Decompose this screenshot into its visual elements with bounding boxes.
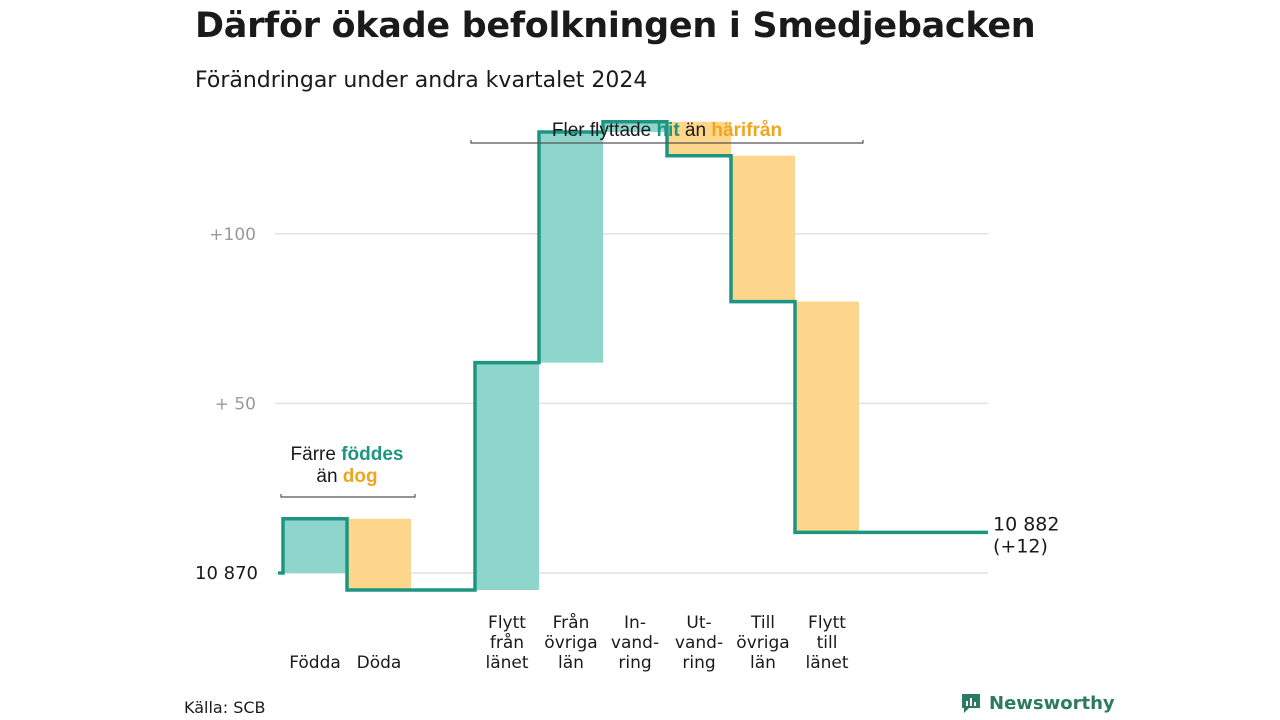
category-label-invandring: ring bbox=[618, 653, 651, 673]
step-line bbox=[278, 120, 988, 592]
annotation-highlight: härifrån bbox=[711, 120, 782, 141]
bar-fran-ovriga-lan bbox=[539, 131, 603, 363]
annotation-bracket bbox=[280, 494, 416, 498]
category-label-till-ovriga-lan: Till bbox=[750, 613, 775, 633]
end-value-label: 10 882 bbox=[993, 513, 1059, 535]
category-label-till-ovriga-lan: län bbox=[750, 653, 776, 673]
newsworthy-logo-icon bbox=[962, 694, 980, 713]
bar-utvandring bbox=[667, 121, 731, 156]
y-tick-label: + 50 bbox=[215, 394, 256, 414]
bar-fodda bbox=[283, 518, 347, 574]
end-label: 10 882(+12) bbox=[993, 513, 1059, 557]
category-label-flytt-till-lanet: Flytt bbox=[808, 613, 846, 633]
y-axis-ticks: 10 870 + 50 +100 bbox=[195, 225, 258, 584]
category-label-flytt-fran-lanet: från bbox=[490, 632, 524, 653]
bar-doda bbox=[347, 518, 411, 590]
y-tick-label: +100 bbox=[209, 225, 256, 245]
category-label-invandring: In- bbox=[624, 613, 646, 633]
chart-title: Därför ökade befolkningen i Smedjebacken bbox=[195, 6, 1036, 46]
annotation-part: Fler flyttade bbox=[552, 120, 657, 141]
source-note: Källa: SCB bbox=[184, 698, 266, 717]
category-label-utvandring: vand- bbox=[675, 633, 723, 653]
category-label-fodda: Födda bbox=[289, 653, 341, 673]
brand-name: Newsworthy bbox=[989, 692, 1115, 714]
category-label-fran-ovriga-lan: Från bbox=[553, 612, 590, 633]
annotation-text: än dog bbox=[316, 466, 377, 487]
annotation-highlight: hit bbox=[656, 120, 680, 141]
annotation-highlight: dog bbox=[343, 466, 378, 487]
category-label-flytt-till-lanet: till bbox=[817, 633, 838, 653]
annotation-bracket bbox=[470, 140, 864, 144]
bar-flytt-till-lanet bbox=[795, 301, 859, 533]
annotation-part: än bbox=[316, 466, 342, 487]
annotation-part: än bbox=[680, 120, 712, 141]
category-label-fran-ovriga-lan: övriga bbox=[544, 633, 597, 653]
brand-logo: Newsworthy bbox=[960, 692, 1115, 714]
category-label-till-ovriga-lan: övriga bbox=[736, 633, 789, 653]
category-label-invandring: vand- bbox=[611, 633, 659, 653]
category-labels: Födda DödaFlyttfrånlänetFrånövrigalänIn-v… bbox=[289, 612, 849, 673]
chart-subtitle: Förändringar under andra kvartalet 2024 bbox=[195, 68, 648, 93]
bars bbox=[283, 121, 859, 590]
category-label-fran-ovriga-lan: län bbox=[558, 653, 584, 673]
bar-flytt-fran-lanet bbox=[475, 362, 539, 590]
bar-invandring bbox=[603, 121, 667, 132]
annotation-highlight: föddes bbox=[341, 444, 403, 465]
category-label-utvandring: Ut- bbox=[686, 613, 711, 633]
y-tick-label: 10 870 bbox=[195, 563, 258, 584]
bar-till-ovriga-lan bbox=[731, 155, 795, 302]
category-label-utvandring: ring bbox=[682, 653, 715, 673]
category-label-flytt-fran-lanet: länet bbox=[485, 653, 528, 673]
end-value-label: (+12) bbox=[993, 535, 1048, 557]
category-label-doda: Döda bbox=[357, 653, 402, 673]
annotation-part: Färre bbox=[291, 444, 342, 465]
annotation-text: Färre föddes bbox=[291, 444, 404, 465]
category-label-flytt-till-lanet: länet bbox=[805, 653, 848, 673]
annotation-text: Fler flyttade hit än härifrån bbox=[552, 120, 782, 141]
cumulative-step-line bbox=[278, 120, 988, 592]
category-label-flytt-fran-lanet: Flytt bbox=[488, 613, 526, 633]
